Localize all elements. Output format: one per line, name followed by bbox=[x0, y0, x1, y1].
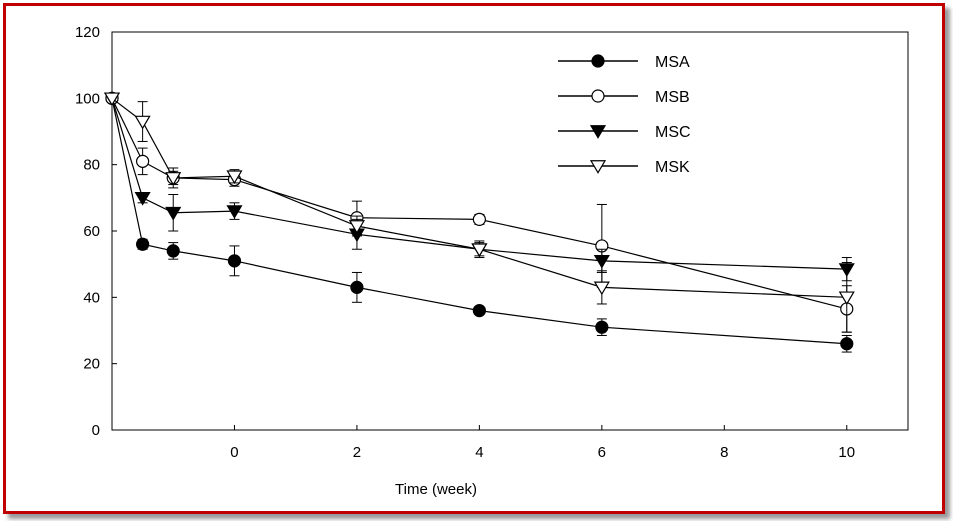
data-point-msa bbox=[595, 320, 609, 334]
data-point-msa bbox=[350, 280, 364, 294]
plot-area-border bbox=[111, 31, 909, 431]
legend-item-msc: MSC bbox=[558, 124, 691, 141]
data-point-msa bbox=[840, 337, 854, 351]
legend-label-msk: MSK bbox=[655, 159, 690, 176]
legend-label-msc: MSC bbox=[655, 124, 691, 141]
axes: 0 20 40 60 80 100 120 0 2 4 6 8 10 bbox=[75, 24, 909, 461]
x-tick-label: 6 bbox=[598, 444, 606, 461]
series-layer bbox=[103, 91, 855, 353]
x-tick-label: 8 bbox=[720, 444, 728, 461]
series-msk bbox=[103, 92, 855, 333]
data-point-msc bbox=[134, 191, 151, 206]
legend-marker-msc bbox=[589, 125, 607, 139]
legend-marker-msa bbox=[591, 54, 605, 68]
data-point-msc bbox=[165, 206, 182, 221]
legend-item-msa: MSA bbox=[558, 54, 690, 71]
y-tick-label: 80 bbox=[83, 157, 100, 174]
data-point-msc bbox=[593, 255, 610, 269]
data-point-msk bbox=[348, 220, 365, 234]
data-point-msa bbox=[227, 254, 242, 268]
legend-item-msb: MSB bbox=[558, 89, 690, 106]
y-tick-label: 20 bbox=[83, 356, 100, 373]
data-point-msk bbox=[134, 115, 151, 130]
data-point-msb bbox=[136, 154, 150, 168]
data-point-msa bbox=[472, 304, 486, 318]
x-tick-label: 4 bbox=[475, 444, 483, 461]
chart-frame bbox=[3, 3, 945, 514]
y-tick-label: 40 bbox=[83, 289, 100, 306]
data-point-msk bbox=[838, 291, 855, 306]
y-tick-label: 60 bbox=[83, 223, 100, 240]
y-tick-label: 0 bbox=[92, 422, 100, 439]
data-point-msk bbox=[165, 172, 182, 186]
data-point-msk bbox=[103, 92, 121, 107]
series-line-msb bbox=[111, 98, 847, 310]
y-tick-label: 120 bbox=[75, 24, 100, 41]
data-point-msa bbox=[166, 244, 180, 258]
y-tick-label: 100 bbox=[75, 90, 100, 107]
legend-marker-msk bbox=[589, 160, 607, 174]
series-line-msk bbox=[111, 97, 847, 298]
series-msb bbox=[105, 91, 854, 333]
legend-label-msb: MSB bbox=[655, 89, 690, 106]
x-axis-title: Time (week) bbox=[395, 481, 477, 498]
data-point-msa bbox=[136, 237, 150, 251]
legend: MSA MSB MSC MSK bbox=[558, 54, 691, 176]
x-tick-label: 0 bbox=[230, 444, 238, 461]
data-point-msb bbox=[472, 212, 486, 226]
legend-item-msk: MSK bbox=[558, 159, 690, 176]
data-point-msk bbox=[471, 243, 488, 258]
x-tick-label: 10 bbox=[838, 444, 855, 461]
data-point-msk bbox=[226, 170, 243, 185]
legend-marker-msb bbox=[591, 89, 605, 103]
data-point-msc bbox=[226, 205, 243, 219]
data-point-msk bbox=[593, 281, 610, 296]
x-tick-label: 2 bbox=[353, 444, 361, 461]
series-line-msc bbox=[111, 98, 847, 270]
legend-label-msa: MSA bbox=[655, 54, 690, 71]
